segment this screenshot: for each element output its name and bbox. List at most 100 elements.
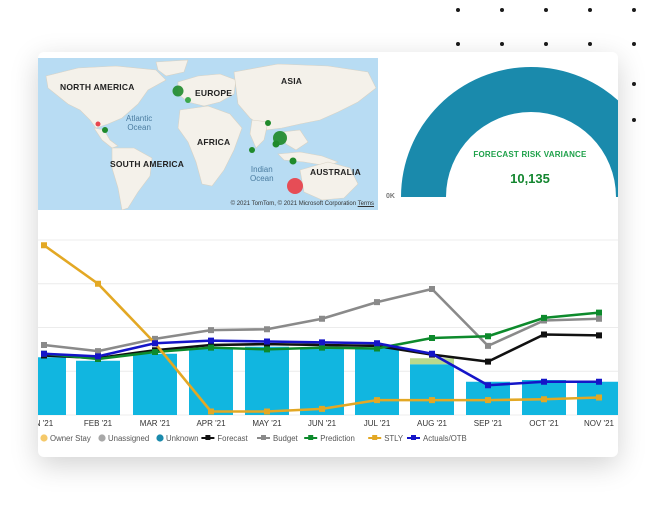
x-tick-label: MAR '21 (140, 419, 171, 428)
africa-landmass (177, 105, 243, 187)
gauge-arc (401, 67, 618, 197)
series-point-forecast (541, 331, 547, 338)
series-point-budget (152, 335, 158, 342)
x-tick-label: APR '21 (196, 419, 226, 428)
map-label-australia: AUSTRALIA (310, 167, 361, 177)
map-marker-indonesia (289, 157, 297, 165)
series-point-stly (541, 396, 547, 403)
series-point-prediction (429, 335, 435, 341)
map-marker-india (249, 147, 255, 153)
legend-label-actuals-otb: Actuals/OTB (423, 434, 467, 443)
x-tick-label: N '21 (38, 419, 54, 428)
map-label-atlantic-ocean: Atlantic Ocean (126, 114, 153, 132)
series-point-actuals-otb (429, 350, 435, 357)
decorative-dot-grid (456, 8, 636, 122)
map-label-south-america: SOUTH AMERICA (110, 159, 185, 169)
series-point-budget (41, 342, 47, 348)
x-tick-label: FEB '21 (84, 419, 113, 428)
series-point-prediction (541, 314, 547, 321)
greenland-landmass (155, 59, 189, 77)
chart-bar (133, 353, 177, 415)
x-tick-label: MAY '21 (252, 419, 282, 428)
series-point-prediction (374, 345, 380, 352)
map-terms-link[interactable]: Terms (357, 201, 374, 207)
x-tick-label: JUN '21 (308, 419, 337, 428)
map-marker-indochina (272, 140, 280, 148)
gauge-title: FORECAST RISK VARIANCE (473, 150, 587, 159)
map-marker-caribbean (95, 121, 101, 127)
series-point-budget (429, 286, 435, 292)
map-label-indian-ocean: Indian Ocean (250, 165, 274, 183)
series-point-budget (374, 299, 380, 306)
series-point-stly (41, 242, 47, 249)
chart-bar (300, 347, 344, 415)
series-point-budget (319, 315, 325, 322)
series-point-budget (208, 327, 214, 334)
series-point-stly (319, 405, 325, 412)
chart-bar (189, 348, 233, 415)
chart-bar (410, 364, 454, 415)
x-tick-label: NOV '21 (584, 419, 615, 428)
x-tick-label: JUL '21 (364, 419, 391, 428)
legend-label-stly: STLY (384, 434, 404, 443)
gauge-arc-canvas (401, 67, 618, 197)
legend-marker-prediction (308, 435, 314, 440)
x-tick-label: OCT '21 (529, 419, 559, 428)
series-point-stly (596, 394, 602, 401)
legend-marker-stly (372, 435, 378, 440)
legend-marker-owner-stay (40, 434, 48, 442)
series-point-budget (485, 342, 491, 349)
map-label-asia: ASIA (281, 76, 303, 86)
legend-marker-unknown (156, 434, 164, 442)
map-copyright: © 2021 TomTom, © 2021 Microsoft Corporat… (231, 201, 374, 207)
map-marker-atlantic (102, 127, 108, 133)
series-point-stly (208, 408, 214, 415)
series-point-forecast (596, 332, 602, 339)
australia-landmass (299, 161, 359, 201)
map-label-north-america: NORTH AMERICA (60, 82, 135, 92)
series-point-prediction (596, 309, 602, 316)
series-point-budget (596, 315, 602, 322)
legend-label-owner-stay: Owner Stay (50, 434, 91, 443)
legend-label-unassigned: Unassigned (108, 434, 149, 443)
chart-bar (355, 348, 399, 415)
dashboard-card: NORTH AMERICA EUROPE ASIA AFRICA SOUTH A… (38, 52, 618, 457)
series-point-stly (485, 397, 491, 404)
series-point-prediction (264, 346, 270, 353)
chart-bar (38, 357, 66, 415)
series-point-actuals-otb (319, 339, 325, 346)
series-point-budget (264, 326, 270, 333)
europe-landmass (177, 73, 237, 107)
series-point-actuals-otb (208, 337, 214, 344)
series-point-stly (374, 397, 380, 404)
gauge-value: 10,135 (510, 171, 550, 186)
series-point-stly (429, 397, 435, 404)
map-copyright-text: © 2021 TomTom, © 2021 Microsoft Corporat… (230, 201, 357, 207)
north-america-landmass (45, 65, 167, 129)
series-point-prediction (152, 349, 158, 355)
forecast-combo-chart[interactable]: N '21 FEB '21 MAR '21 APR '21 MAY '21 JUN '21… (38, 225, 618, 457)
legend-label-budget: Budget (273, 434, 299, 443)
legend-marker-forecast (205, 435, 211, 440)
legend-marker-actuals-otb (411, 435, 416, 440)
map-label-europe: EUROPE (195, 88, 233, 98)
series-point-actuals-otb (264, 338, 270, 345)
forecast-risk-gauge[interactable]: FORECAST RISK VARIANCE 10,135 0K (383, 52, 618, 212)
series-point-actuals-otb (541, 378, 547, 385)
series-point-actuals-otb (41, 350, 47, 357)
series-point-forecast (485, 358, 491, 365)
x-tick-label: AUG '21 (417, 419, 448, 428)
series-point-stly (264, 408, 270, 415)
series-point-actuals-otb (152, 340, 158, 347)
legend-label-prediction: Prediction (320, 434, 355, 443)
map-marker-europe (172, 85, 184, 97)
chart-bar (76, 360, 120, 415)
map-marker-middle-east (265, 120, 271, 126)
world-map[interactable]: NORTH AMERICA EUROPE ASIA AFRICA SOUTH A… (38, 58, 378, 210)
legend-marker-budget (261, 435, 266, 440)
series-point-stly (95, 280, 101, 287)
series-point-budget (95, 348, 101, 355)
south-america-landmass (111, 147, 153, 210)
location-markers (95, 85, 303, 194)
series-point-prediction (485, 333, 491, 340)
